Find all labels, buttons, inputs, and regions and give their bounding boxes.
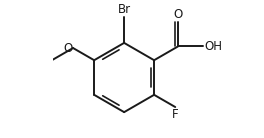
Text: F: F bbox=[172, 108, 178, 121]
Text: Br: Br bbox=[117, 3, 131, 16]
Text: O: O bbox=[63, 42, 72, 55]
Text: OH: OH bbox=[204, 40, 222, 53]
Text: O: O bbox=[173, 8, 183, 21]
